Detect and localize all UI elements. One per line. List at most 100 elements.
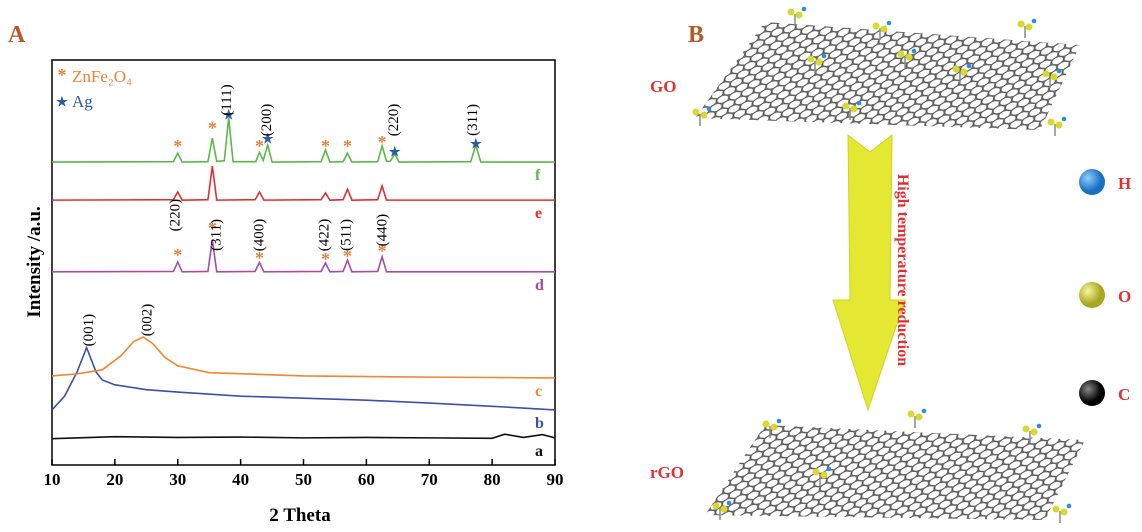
oxygen-atom xyxy=(700,111,708,119)
oxygen-atom xyxy=(787,8,795,16)
curve-label: d xyxy=(535,277,544,294)
x-tick-label: 10 xyxy=(44,470,61,489)
peak-label: (220) xyxy=(386,104,402,137)
oxygen-atom xyxy=(960,68,968,76)
legend-label: ZnFe₂O₄ xyxy=(72,67,132,86)
oxygen-atom xyxy=(842,102,850,110)
reduction-arrow xyxy=(832,133,906,412)
curve-label: a xyxy=(535,443,543,460)
legend-atom xyxy=(1079,282,1105,308)
x-tick-label: 70 xyxy=(421,470,438,489)
hydrogen-atom xyxy=(1066,503,1072,509)
phase-marker: * xyxy=(321,249,330,269)
phase-marker: * xyxy=(343,136,352,156)
hydrogen-atom xyxy=(776,418,782,424)
functional-groups xyxy=(692,6,1072,523)
peak-label: (311) xyxy=(209,219,225,251)
oxygen-atom xyxy=(915,413,923,421)
phase-marker: * xyxy=(321,136,330,156)
hydrogen-atom xyxy=(1036,423,1042,429)
oxygen-atom xyxy=(1022,425,1030,433)
peak-label: (422) xyxy=(317,219,333,252)
curve-label: e xyxy=(535,205,542,222)
peak-label: (440) xyxy=(374,214,390,247)
phase-marker: * xyxy=(208,118,217,138)
go-sheet xyxy=(695,22,1080,130)
hydrogen-atom xyxy=(801,6,807,12)
x-tick-label: 50 xyxy=(295,470,312,489)
oxygen-atom xyxy=(880,25,888,33)
phase-marker: * xyxy=(378,241,387,261)
oxygen-atom xyxy=(872,22,880,30)
oxygen-atom xyxy=(795,11,803,19)
phase-marker: * xyxy=(208,218,217,238)
x-axis-title: 2 Theta xyxy=(269,505,331,526)
oxygen-atom xyxy=(952,65,960,73)
oxygen-atom xyxy=(1030,428,1038,436)
peak-label: (111) xyxy=(219,84,235,115)
phase-marker: * xyxy=(255,136,264,156)
phase-marker: ★ xyxy=(389,144,401,159)
legend-label: O xyxy=(1118,287,1131,306)
arrow-label: High temperature reduction xyxy=(894,174,911,366)
xrd-curve xyxy=(51,239,555,273)
x-tick-label: 20 xyxy=(106,470,123,489)
oxygen-atom xyxy=(1042,70,1050,78)
legend-label: Ag xyxy=(72,92,93,111)
sheet-label: rGO xyxy=(650,463,684,482)
oxygen-atom xyxy=(1052,505,1060,513)
phase-marker: * xyxy=(255,248,264,268)
peak-label: (220) xyxy=(168,199,184,232)
oxygen-atom xyxy=(897,50,905,58)
phase-marker: ★ xyxy=(223,107,235,122)
hydrogen-atom xyxy=(886,20,892,26)
x-tick-label: 90 xyxy=(547,470,564,489)
xrd-curve xyxy=(51,166,555,201)
xrd-curve xyxy=(51,117,555,163)
legend-atom xyxy=(1079,169,1105,195)
peak-label: (002) xyxy=(139,304,155,337)
hydrogen-atom xyxy=(966,63,972,69)
x-tick-label: 30 xyxy=(169,470,186,489)
oxygen-atom xyxy=(720,505,728,513)
hydrogen-atom xyxy=(826,466,832,472)
panel-label: A xyxy=(8,22,26,48)
oxygen-atom xyxy=(692,108,700,116)
phase-marker: * xyxy=(343,246,352,266)
phase-marker: ★ xyxy=(470,136,482,151)
x-tick-label: 60 xyxy=(358,470,375,489)
oxygen-atom xyxy=(770,423,778,431)
oxygen-atom xyxy=(1055,121,1063,129)
oxygen-atom xyxy=(815,58,823,66)
oxygen-atom xyxy=(1025,23,1033,31)
x-tick-label: 40 xyxy=(232,470,249,489)
xrd-curve xyxy=(51,433,556,440)
peak-label: (200) xyxy=(259,104,275,137)
oxygen-atom xyxy=(812,468,820,476)
oxygen-atom xyxy=(905,53,913,61)
phase-marker: * xyxy=(378,132,387,152)
y-axis-title: Intensity /a.u. xyxy=(24,206,45,317)
oxygen-atom xyxy=(1047,118,1055,126)
peak-label: (400) xyxy=(251,219,267,252)
peak-label: (511) xyxy=(339,219,355,251)
oxygen-atom xyxy=(1060,508,1068,516)
hydrogen-atom xyxy=(706,106,712,112)
legend-symbol: * xyxy=(58,65,67,85)
curve-label: c xyxy=(535,383,542,400)
oxygen-atom xyxy=(850,105,858,113)
oxygen-atom xyxy=(907,410,915,418)
peak-label: (001) xyxy=(81,314,97,347)
oxygen-atom xyxy=(762,420,770,428)
hydrogen-atom xyxy=(1056,68,1062,74)
hydrogen-atom xyxy=(856,100,862,106)
hydrogen-atom xyxy=(821,53,827,59)
oxygen-atom xyxy=(1050,73,1058,81)
x-tick-label: 80 xyxy=(484,470,501,489)
legend-label: H xyxy=(1118,174,1131,193)
phase-marker: * xyxy=(173,245,182,265)
hydrogen-atom xyxy=(1061,116,1067,122)
xrd-curve xyxy=(51,336,556,379)
sheet-label: GO xyxy=(650,77,676,96)
